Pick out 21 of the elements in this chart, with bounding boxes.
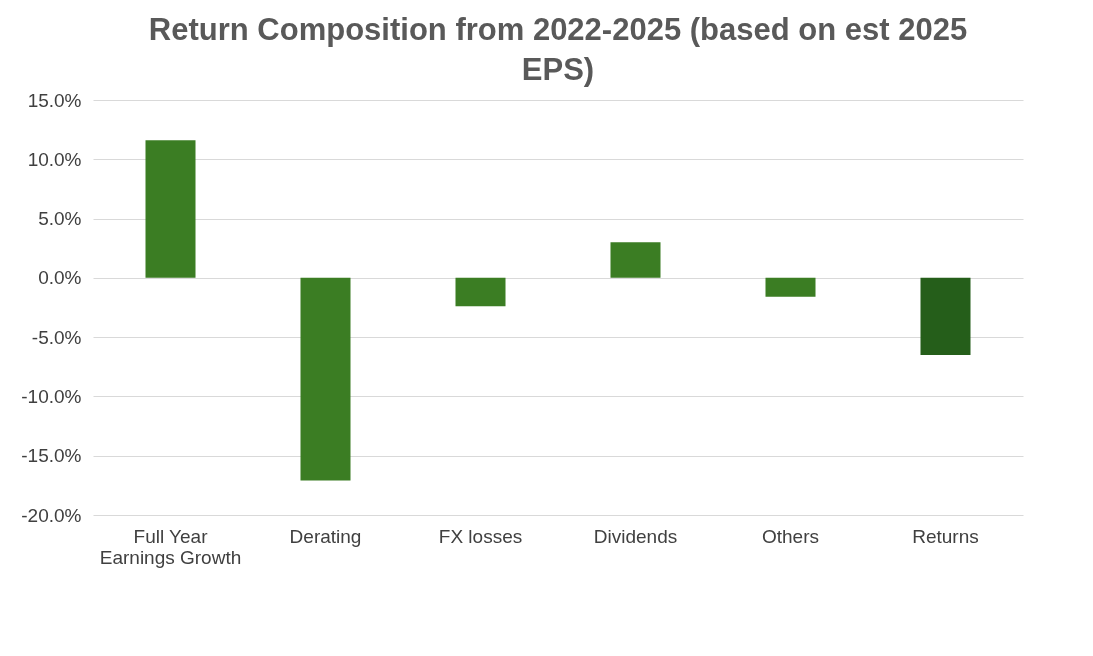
bar — [145, 140, 196, 278]
bar — [610, 242, 661, 278]
y-tick-label: -10.0% — [21, 385, 82, 407]
y-tick-label: -20.0% — [21, 504, 82, 526]
y-tick-label: 0.0% — [38, 267, 82, 289]
y-tick-label: 10.0% — [27, 148, 82, 170]
x-tick-label: Full Year Earnings Growth — [99, 525, 242, 568]
y-tick-label: -15.0% — [21, 445, 82, 467]
x-tick-label: Derating — [289, 525, 362, 547]
y-tick-label: 5.0% — [38, 208, 82, 230]
y-tick-label: 15.0% — [27, 89, 82, 111]
bar — [300, 277, 351, 481]
x-tick-label: Dividends — [593, 525, 678, 547]
chart-title: Return Composition from 2022-2025 (based on est 2025 EPS) — [148, 12, 968, 87]
y-tick-label: -5.0% — [31, 326, 82, 348]
x-tick-label: Others — [761, 525, 820, 547]
x-tick-label: FX losses — [438, 525, 523, 547]
bar — [765, 277, 816, 297]
bar — [920, 277, 971, 355]
bar — [455, 277, 506, 307]
x-tick-label: Returns — [912, 525, 979, 547]
